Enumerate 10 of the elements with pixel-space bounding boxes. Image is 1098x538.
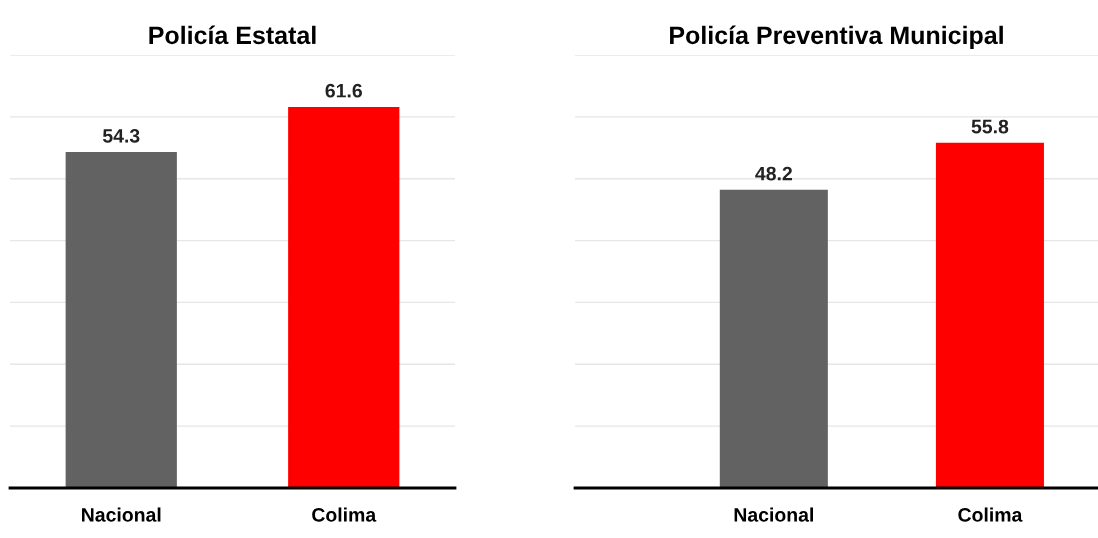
data-label: 48.2 <box>755 166 792 181</box>
x-tick-label: Nacional <box>734 507 813 522</box>
x-tick-label: Nacional <box>82 507 161 522</box>
x-tick-label: Colima <box>958 507 1023 522</box>
data-label: 61.6 <box>325 83 362 98</box>
chart-title: Policía Preventiva Municipal <box>670 25 1003 50</box>
data-label: 55.8 <box>971 119 1009 134</box>
data-label: 54.3 <box>102 128 140 143</box>
x-tick-label: Colima <box>312 507 377 522</box>
chart-title: Policía Estatal <box>149 25 316 45</box>
